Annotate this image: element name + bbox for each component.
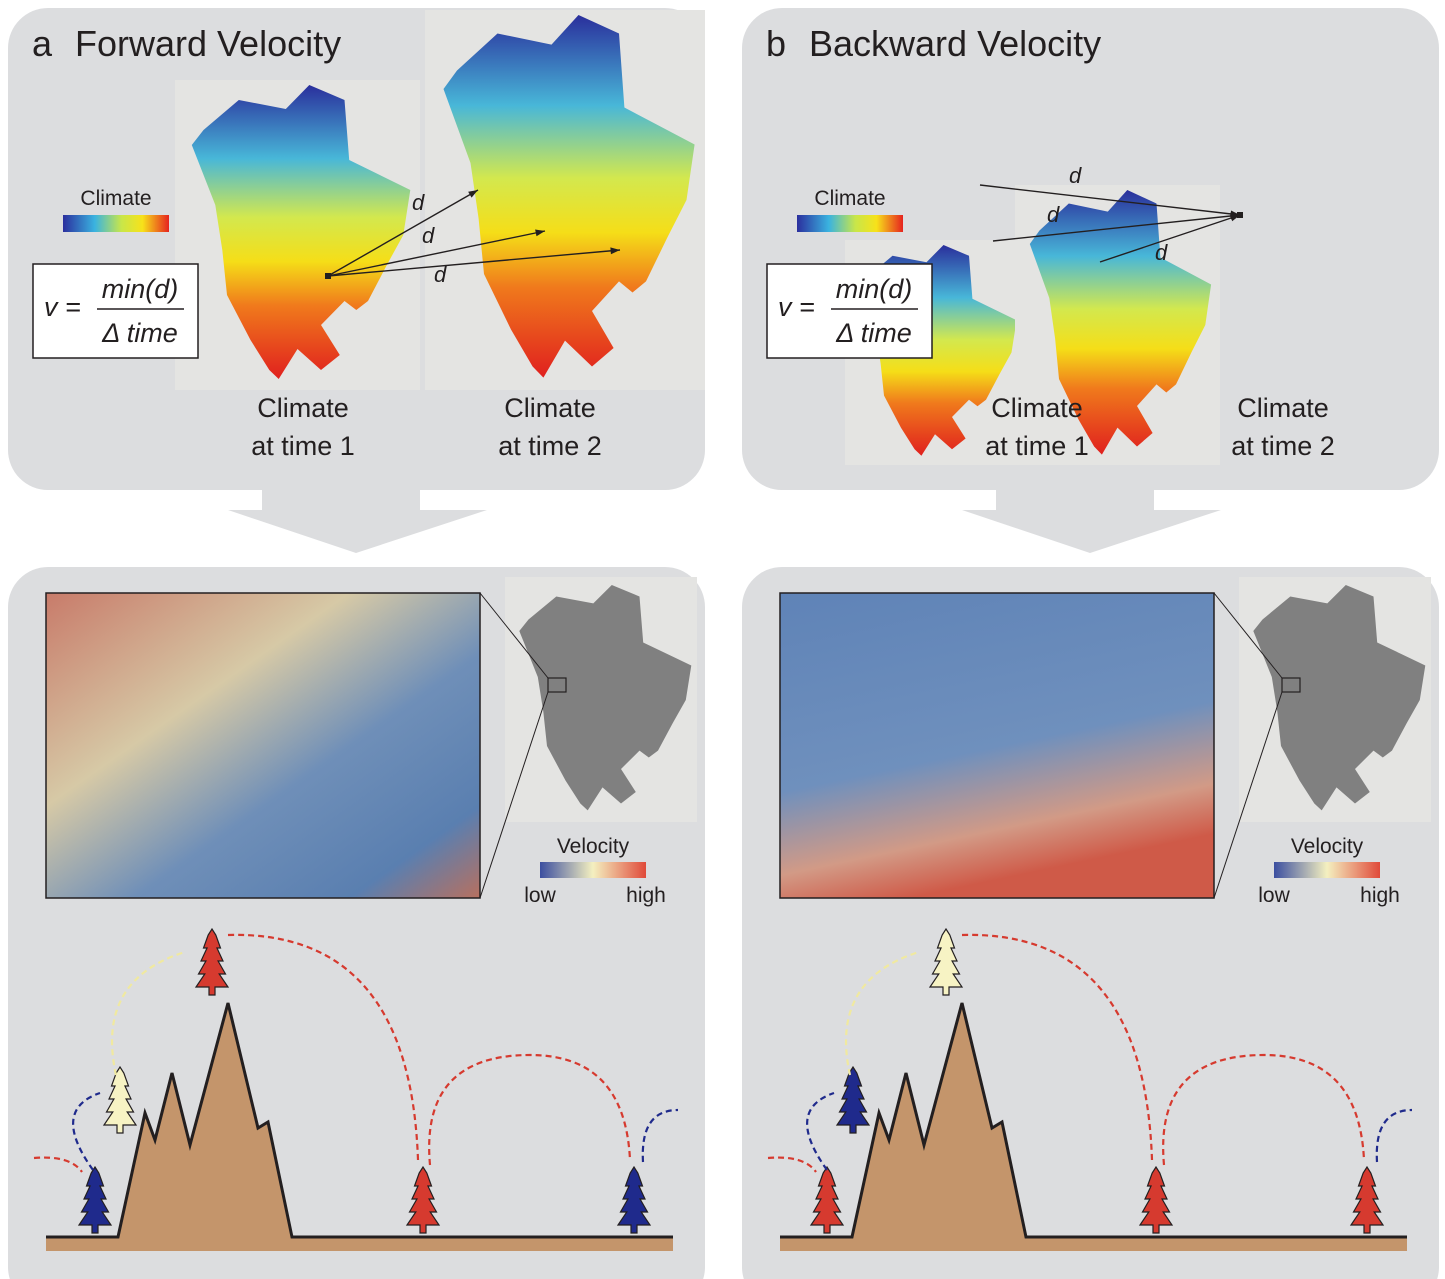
ground: [780, 1237, 1407, 1251]
dispersal-arrow: [1162, 1053, 1366, 1166]
distance-line: [979, 184, 1241, 216]
formula-lhs: v =: [778, 292, 815, 322]
formula-numerator: min(d): [102, 274, 179, 304]
dispersal-arrow: [641, 1108, 679, 1163]
arrow-head: [535, 229, 545, 237]
dispersal-arrow: [844, 950, 920, 1076]
formula-numerator: min(d): [836, 274, 913, 304]
legend-label: Climate: [80, 187, 151, 210]
location-point: [1237, 212, 1243, 218]
map-label: at time 1: [985, 431, 1089, 461]
dispersal-arrow: [1375, 1108, 1413, 1163]
down-arrow: [228, 490, 487, 553]
tree: [194, 927, 230, 996]
climate-colorbar: [63, 215, 169, 232]
mountain: [780, 1002, 1407, 1239]
distance-label: d: [434, 262, 447, 287]
mountain: [46, 1002, 673, 1239]
climate-map: [443, 15, 695, 378]
velocity-low: low: [524, 884, 556, 907]
panel-title: Backward Velocity: [809, 23, 1101, 64]
map-label: Climate: [1237, 393, 1329, 423]
panel-letter: a: [32, 23, 53, 64]
zoom-line: [1213, 691, 1283, 899]
distance-line: [992, 214, 1241, 242]
distance-line: [327, 189, 479, 277]
formula-denominator: Δ time: [835, 318, 912, 348]
distance-label: d: [412, 190, 425, 215]
velocity-map: [45, 592, 481, 899]
tree: [809, 1165, 845, 1234]
map-label: Climate: [504, 393, 596, 423]
inset-box: [547, 677, 567, 693]
formula-box: [32, 263, 199, 359]
climate-map: [191, 85, 411, 379]
tree: [102, 1065, 138, 1134]
velocity-title: Velocity: [1291, 835, 1364, 858]
panel: b Backward Velocity Climate v = min(d) Δ time…: [742, 8, 1439, 1279]
distance-label: d: [1069, 163, 1082, 188]
ground: [46, 1237, 673, 1251]
map-label: at time 2: [1231, 431, 1335, 461]
arrow-head: [610, 247, 620, 255]
distance-label: d: [1047, 202, 1060, 227]
tree: [1138, 1165, 1174, 1234]
velocity-high: high: [1360, 884, 1400, 907]
zoom-line: [479, 691, 549, 899]
down-arrow: [962, 490, 1221, 553]
distance-line: [327, 249, 621, 277]
velocity-title: Velocity: [557, 835, 630, 858]
distance-label: d: [422, 223, 435, 248]
dispersal-arrow: [110, 950, 186, 1076]
map-label: at time 2: [498, 431, 602, 461]
tree: [1349, 1165, 1385, 1234]
dispersal-arrow: [428, 1053, 632, 1166]
dispersal-arrow: [961, 933, 1154, 1161]
velocity-map: [779, 592, 1215, 899]
inset-box: [1281, 677, 1301, 693]
tree: [928, 927, 964, 996]
climate-map: [1029, 190, 1212, 455]
distance-line: [327, 230, 546, 277]
dispersal-arrow: [33, 1156, 83, 1173]
formula-denominator: Δ time: [101, 318, 178, 348]
formula-box: [766, 263, 933, 359]
climate-colorbar: [797, 215, 903, 232]
arrow-head: [468, 190, 478, 198]
panel-title: Forward Velocity: [75, 23, 341, 64]
inset-map: [1253, 585, 1426, 811]
tree: [616, 1165, 652, 1234]
velocity-colorbar: [1274, 862, 1380, 878]
map-label: Climate: [257, 393, 349, 423]
velocity-high: high: [626, 884, 666, 907]
panel-letter: b: [766, 23, 786, 64]
dispersal-arrow: [227, 933, 420, 1161]
location-point: [325, 273, 331, 279]
velocity-colorbar: [540, 862, 646, 878]
tree: [405, 1165, 441, 1234]
distance-line: [1099, 214, 1241, 263]
tree: [835, 1065, 871, 1134]
distance-label: d: [1155, 240, 1168, 265]
map-label: Climate: [991, 393, 1083, 423]
tree: [77, 1165, 113, 1234]
dispersal-arrow: [72, 1091, 101, 1171]
panel: a Forward Velocity Climate v = min(d) Δ time d…: [8, 8, 705, 1279]
formula-lhs: v =: [44, 292, 81, 322]
legend-label: Climate: [814, 187, 885, 210]
zoom-line: [1213, 592, 1283, 679]
dispersal-arrow: [806, 1091, 835, 1171]
inset-map: [519, 585, 692, 811]
map-label: at time 1: [251, 431, 355, 461]
zoom-line: [479, 592, 549, 679]
velocity-low: low: [1258, 884, 1290, 907]
dispersal-arrow: [767, 1156, 817, 1173]
